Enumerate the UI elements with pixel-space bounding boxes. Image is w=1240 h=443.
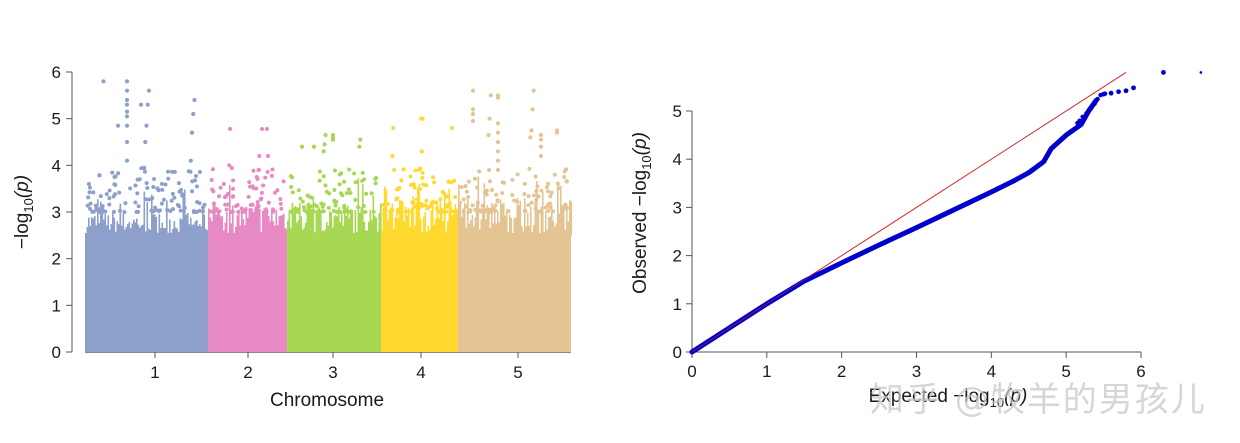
x-tick-label: 4 bbox=[416, 363, 425, 382]
qq-point bbox=[1123, 88, 1129, 94]
peak-point bbox=[488, 93, 493, 98]
manhattan-y-label: −log10(p) bbox=[12, 175, 36, 249]
x-tick-label: 3 bbox=[328, 363, 337, 382]
qq-x-tick-label: 3 bbox=[912, 362, 921, 381]
y-tick-label: 1 bbox=[52, 296, 61, 315]
qq-y-tick-label: 0 bbox=[673, 343, 682, 362]
x-tick-label: 5 bbox=[513, 363, 522, 382]
qq-observed-points bbox=[689, 70, 1203, 355]
peak-point bbox=[188, 158, 193, 163]
manhattan-y-ticks: 0 1 2 3 4 5 6 bbox=[52, 63, 72, 362]
qq-plot: 0 1 2 3 4 5 0 1 2 3 4 5 6 Expected −log10(p) Observ… bbox=[630, 70, 1203, 410]
x-tick-label: 1 bbox=[150, 363, 159, 382]
qq-x-tick-label: 4 bbox=[987, 362, 996, 381]
qq-y-tick-label: 1 bbox=[673, 295, 682, 314]
peak-point bbox=[141, 165, 147, 170]
qq-point bbox=[1161, 70, 1166, 75]
y-tick-label: 5 bbox=[52, 110, 61, 129]
peak-point bbox=[531, 88, 536, 93]
peak-point bbox=[257, 153, 262, 159]
peak-point bbox=[357, 144, 362, 149]
peak-point bbox=[322, 142, 327, 147]
peak-point bbox=[228, 126, 233, 132]
peak-point bbox=[101, 79, 106, 84]
chromosome-band-1 bbox=[85, 233, 208, 352]
peak-point bbox=[487, 116, 492, 121]
peak-point bbox=[486, 132, 491, 138]
qq-y-tick-label: 5 bbox=[673, 102, 682, 121]
peak-point bbox=[227, 163, 232, 168]
qq-point bbox=[1116, 89, 1121, 95]
peak-point bbox=[192, 97, 197, 103]
qq-y-tick-label: 3 bbox=[673, 198, 682, 217]
peak-point bbox=[145, 102, 150, 107]
qq-y-ticks: 0 1 2 3 4 5 bbox=[673, 102, 692, 362]
y-tick-label: 4 bbox=[52, 156, 61, 175]
y-tick-label: 6 bbox=[52, 63, 61, 82]
qq-point bbox=[1131, 85, 1136, 91]
qq-y-label: Observed −log10(p) bbox=[630, 132, 654, 294]
peak-point bbox=[191, 111, 196, 117]
manhattan-x-ticks: 1 2 3 4 5 bbox=[150, 352, 523, 382]
peak-point bbox=[390, 153, 395, 159]
peak-point bbox=[419, 149, 424, 154]
peak-point bbox=[321, 149, 326, 154]
y-tick-label: 0 bbox=[52, 343, 61, 362]
peak-point bbox=[146, 88, 152, 93]
chromosome-band-4 bbox=[381, 233, 458, 352]
peak-point bbox=[529, 128, 534, 133]
y-tick-label: 2 bbox=[52, 250, 61, 269]
chromosome-band-3 bbox=[287, 233, 381, 352]
qq-x-tick-label: 0 bbox=[687, 362, 696, 381]
peak-point bbox=[189, 130, 195, 135]
peak-point bbox=[144, 123, 149, 128]
chromosome-band-5 bbox=[458, 233, 571, 352]
qq-x-tick-label: 6 bbox=[1136, 362, 1145, 381]
qq-x-tick-label: 5 bbox=[1061, 362, 1070, 381]
peak-point bbox=[256, 167, 261, 173]
peak-point bbox=[530, 107, 535, 112]
peak-point bbox=[143, 139, 148, 145]
qq-y-tick-label: 2 bbox=[673, 247, 682, 266]
qq-x-label: Expected −log10(p) bbox=[869, 386, 1028, 410]
qq-point bbox=[1199, 71, 1203, 74]
y-tick-label: 3 bbox=[52, 203, 61, 222]
x-tick-label: 2 bbox=[243, 363, 252, 382]
manhattan-plot: 0 1 2 3 4 5 6 1 2 3 4 5 Chromosome −log10(p) bbox=[12, 63, 573, 411]
qq-x-tick-label: 1 bbox=[762, 362, 771, 381]
manhattan-points bbox=[85, 79, 570, 214]
manhattan-x-label: Chromosome bbox=[270, 390, 384, 411]
qq-x-ticks: 0 1 2 3 4 5 6 bbox=[687, 352, 1146, 381]
qq-x-tick-label: 2 bbox=[837, 362, 846, 381]
qq-point bbox=[1108, 90, 1114, 96]
qq-y-tick-label: 4 bbox=[673, 150, 682, 169]
chromosome-band-2 bbox=[208, 233, 287, 352]
peak-point bbox=[391, 125, 396, 131]
chromosome-bands bbox=[85, 176, 573, 352]
peak-point bbox=[323, 132, 328, 138]
peak-point bbox=[358, 137, 363, 142]
peak-point bbox=[528, 135, 533, 140]
